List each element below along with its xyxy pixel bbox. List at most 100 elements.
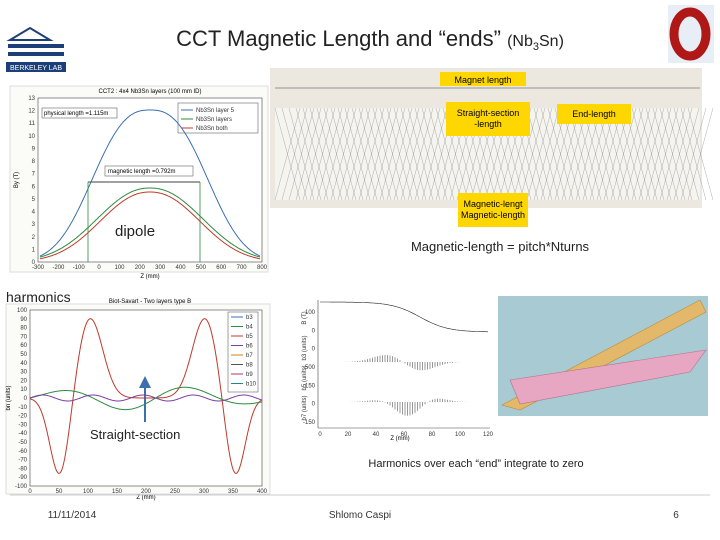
y-tick-label: 60 — [20, 343, 27, 349]
x-tick-label: 400 — [257, 489, 268, 495]
hatch-line — [652, 107, 679, 201]
x-axis-label: Z (mm) — [136, 495, 155, 501]
y-tick-label: 8 — [32, 159, 36, 165]
x-tick-label: 150 — [112, 489, 123, 495]
y-tick-label: -70 — [18, 458, 27, 464]
legend-entry: Nb3Sn layer 5 — [196, 108, 235, 114]
hatch-line — [624, 107, 651, 201]
hatch-line — [316, 107, 343, 201]
x-tick-label: 80 — [429, 432, 436, 438]
hatch-line — [288, 107, 315, 201]
y-tick-label: 30 — [20, 370, 27, 376]
y-tick-label: 13 — [28, 96, 35, 102]
legend-entry: b5 — [246, 334, 253, 340]
y-tick-label: 0 — [312, 347, 316, 353]
legend-entry: b6 — [246, 344, 253, 350]
harmonics-plot: Biot-Savart - Two layers type B bn (unit… — [5, 299, 271, 501]
y-tick-label: 2 — [32, 235, 36, 241]
y-tick-label: 0 — [312, 402, 316, 408]
footer-author: Shlomo Caspi — [329, 510, 391, 521]
x-tick-label: 700 — [237, 265, 248, 271]
y-tick-label: 0 — [24, 396, 28, 402]
y-tick-label: 0 — [32, 260, 36, 266]
logo-text: BERKELEY LAB — [10, 65, 62, 72]
legend-entry: b7 — [246, 353, 253, 359]
hatch-line — [533, 107, 560, 201]
hatch-line — [526, 107, 553, 201]
hatch-line — [330, 107, 357, 201]
y-tick-label: 3 — [32, 222, 36, 228]
panel-label: b7 (units) — [302, 395, 308, 420]
annotation: magnetic length =0.792m — [108, 169, 176, 175]
hatch-line — [344, 107, 371, 201]
y-tick-label: -50 — [18, 440, 27, 446]
curve — [39, 187, 261, 258]
x-tick-label: 300 — [199, 489, 210, 495]
y-tick-label: 70 — [20, 334, 27, 340]
hatch-line — [610, 107, 637, 201]
curve — [29, 394, 263, 402]
x-tick-label: 350 — [228, 489, 239, 495]
dipole-label: dipole — [115, 223, 155, 240]
y-tick-label: -30 — [18, 422, 27, 428]
y-tick-label: 50 — [20, 352, 27, 358]
y-tick-label: 6 — [32, 184, 36, 190]
legend-entry: b8 — [246, 363, 253, 369]
x-tick-label: 50 — [56, 489, 63, 495]
y-tick-label: 1 — [32, 247, 36, 253]
y-tick-label: -500 — [303, 365, 316, 371]
curve — [320, 301, 488, 333]
coil-3d — [498, 296, 708, 416]
caption: Harmonics over each “end” integrate to z… — [368, 458, 583, 470]
x-tick-label: 500 — [196, 265, 207, 271]
x-tick-label: 120 — [483, 432, 494, 438]
panel-label: B (T) — [302, 311, 308, 324]
x-tick-label: -100 — [73, 265, 86, 271]
plot-title: CCT2 : 4x4 Nb3Sn layers (100 mm ID) — [98, 89, 201, 95]
y-tick-label: 40 — [20, 361, 27, 367]
diagram-label: Straight-section -length — [457, 108, 520, 129]
hatch-line — [512, 107, 539, 201]
curve — [29, 386, 263, 411]
y-tick-label: 100 — [305, 310, 316, 316]
hatch-line — [407, 107, 434, 201]
curve — [39, 191, 261, 260]
y-axis-label: bn (units) — [6, 385, 12, 410]
y-tick-label: -80 — [18, 466, 27, 472]
x-tick-label: 100 — [455, 432, 466, 438]
hatch-line — [617, 107, 644, 201]
hatch-line — [414, 107, 441, 201]
y-tick-label: -40 — [18, 431, 27, 437]
x-tick-label: 400 — [176, 265, 187, 271]
x-tick-label: 0 — [97, 265, 101, 271]
x-tick-label: 200 — [141, 489, 152, 495]
hatch-line — [365, 107, 392, 201]
hatch-line — [302, 107, 329, 201]
y-tick-label: -90 — [18, 475, 27, 481]
hatch-line — [673, 107, 700, 201]
x-tick-label: 100 — [114, 265, 125, 271]
hatch-line — [386, 107, 413, 201]
y-tick-label: 100 — [17, 308, 28, 314]
coil-diagram: Magnet length Straight-section -length En… — [270, 68, 714, 254]
curve — [29, 318, 263, 475]
footer-page: 6 — [673, 510, 679, 521]
panel-label: b5 (units) — [302, 365, 308, 390]
y-tick-label: 20 — [20, 378, 27, 384]
y-tick-label: 7 — [32, 172, 36, 178]
hatch-line — [393, 107, 420, 201]
hatch-line — [358, 107, 385, 201]
x-tick-label: 0 — [28, 489, 32, 495]
y-tick-label: 150 — [305, 383, 316, 389]
hatch-line — [680, 107, 707, 201]
footer-date: 11/11/2014 — [48, 510, 97, 521]
x-tick-label: -200 — [52, 265, 65, 271]
logo: BERKELEY LAB — [6, 26, 66, 72]
legend-entry: b4 — [246, 325, 253, 331]
annotation: physical length =1.115m — [44, 111, 108, 117]
legend-entry: Nb3Sn layers — [196, 117, 232, 123]
y-tick-label: 4 — [32, 210, 36, 216]
y-tick-label: 10 — [20, 387, 27, 393]
hatch-line — [379, 107, 406, 201]
hatch-line — [645, 107, 672, 201]
